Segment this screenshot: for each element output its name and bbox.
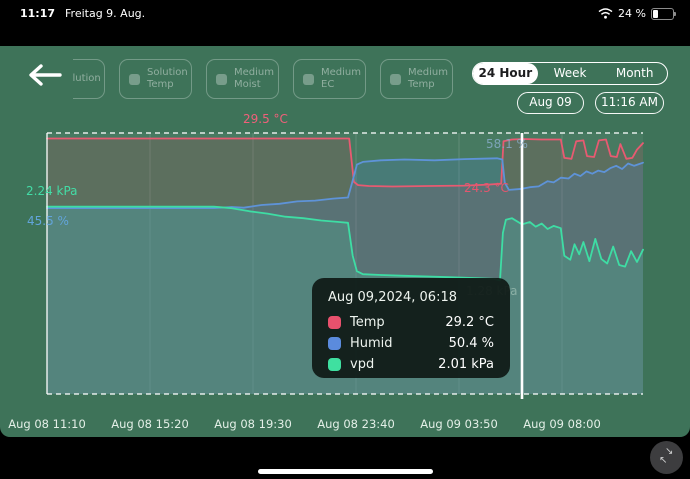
- sensor-line-chart[interactable]: [0, 46, 690, 437]
- sensor-button-solution-clipped[interactable]: Solution: [73, 59, 105, 99]
- collapse-window-button[interactable]: ↘ ↖: [650, 441, 683, 474]
- x-tick-label: Aug 08 15:20: [111, 417, 189, 431]
- vpd-series-swatch: [328, 358, 341, 371]
- temp-series-swatch: [328, 316, 341, 329]
- status-bar: 11:17 Freitag 9. Aug. 24 %: [0, 0, 690, 46]
- status-time: 11:17: [20, 7, 56, 20]
- checkbox-icon: [216, 73, 227, 85]
- x-tick-label: Aug 08 19:30: [214, 417, 292, 431]
- x-tick-label: Aug 08 23:40: [317, 417, 395, 431]
- arrow-down-right-icon: ↘: [665, 446, 674, 457]
- sensor-button-label: Solution: [73, 73, 101, 84]
- sensor-button-solution-temp[interactable]: Solution Temp: [119, 59, 192, 99]
- bottom-bar: ↘ ↖: [0, 437, 690, 479]
- x-tick-label: Aug 09 08:00: [523, 417, 601, 431]
- checkbox-icon: [390, 73, 401, 85]
- battery-icon: [651, 7, 676, 20]
- arrow-left-icon: [29, 64, 62, 86]
- checkbox-icon: [129, 73, 140, 85]
- chart-tooltip: Aug 09,2024, 06:18 Temp 29.2 °C Humid 50…: [312, 278, 510, 378]
- checkbox-icon: [303, 73, 314, 85]
- app-window: Solution Solution Temp Medium Moist Medi…: [0, 46, 690, 437]
- tooltip-row-humid: Humid 50.4 %: [328, 333, 494, 354]
- x-tick-label: Aug 09 03:50: [420, 417, 498, 431]
- annotation-vpd-start: 2.24 kPa: [26, 184, 78, 198]
- tab-week[interactable]: Week: [553, 66, 587, 80]
- tooltip-timestamp: Aug 09,2024, 06:18: [328, 290, 458, 305]
- wifi-icon: [598, 8, 613, 19]
- battery-percent: 24 %: [618, 7, 646, 20]
- time-range-segmented-control: 24 Hour Week Month: [472, 62, 668, 85]
- tab-24-hour[interactable]: 24 Hour: [473, 63, 538, 84]
- date-picker-button[interactable]: Aug 09: [517, 92, 584, 114]
- annotation-temp-min: 24.3 °C: [464, 181, 509, 195]
- sensor-button-medium-ec[interactable]: Medium EC: [293, 59, 366, 99]
- sensor-button-label: Medium: [234, 67, 274, 78]
- annotation-humid-start: 45.5 %: [27, 214, 69, 228]
- home-indicator[interactable]: [258, 469, 433, 474]
- sensor-button-list[interactable]: Solution Solution Temp Medium Moist Medi…: [73, 59, 465, 103]
- sensor-button-medium-moist[interactable]: Medium Moist: [206, 59, 279, 99]
- tooltip-row-temp: Temp 29.2 °C: [328, 312, 494, 333]
- sensor-button-label: Medium: [321, 67, 361, 78]
- humid-series-swatch: [328, 337, 341, 350]
- time-picker-button[interactable]: 11:16 AM: [595, 92, 664, 114]
- tab-month[interactable]: Month: [615, 66, 654, 80]
- x-tick-label: Aug 08 11:10: [8, 417, 86, 431]
- sensor-button-medium-temp[interactable]: Medium Temp: [380, 59, 453, 99]
- arrow-up-left-icon: ↖: [659, 455, 668, 466]
- back-button[interactable]: [26, 60, 64, 90]
- sensor-button-label: Medium: [408, 67, 448, 78]
- annotation-humid-max: 58.1 %: [486, 137, 528, 151]
- sensor-button-label: Solution: [147, 67, 188, 78]
- status-date: Freitag 9. Aug.: [65, 7, 146, 20]
- tooltip-row-vpd: vpd 2.01 kPa: [328, 354, 494, 375]
- annotation-temp-max: 29.5 °C: [243, 112, 288, 126]
